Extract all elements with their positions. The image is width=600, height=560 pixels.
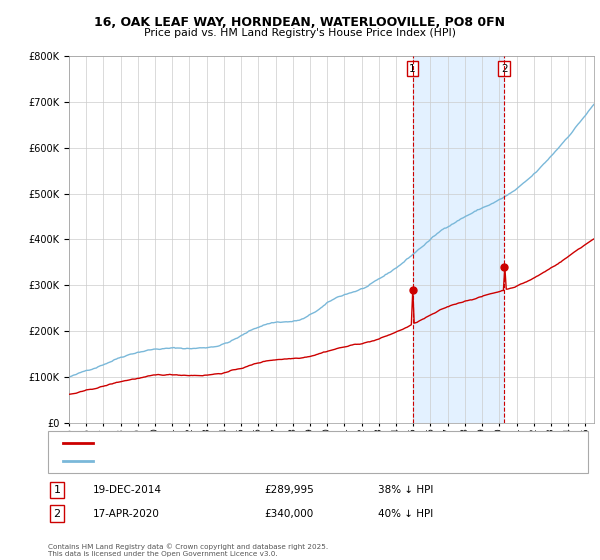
Text: Price paid vs. HM Land Registry's House Price Index (HPI): Price paid vs. HM Land Registry's House …	[144, 28, 456, 38]
Text: 38% ↓ HPI: 38% ↓ HPI	[378, 485, 433, 495]
Text: HPI: Average price, detached house, East Hampshire: HPI: Average price, detached house, East…	[99, 457, 350, 466]
Text: £340,000: £340,000	[264, 508, 313, 519]
Text: Contains HM Land Registry data © Crown copyright and database right 2025.
This d: Contains HM Land Registry data © Crown c…	[48, 544, 328, 557]
Text: 1: 1	[53, 485, 61, 495]
Text: 40% ↓ HPI: 40% ↓ HPI	[378, 508, 433, 519]
Text: 1: 1	[409, 64, 416, 74]
Text: 2: 2	[53, 508, 61, 519]
Text: 16, OAK LEAF WAY, HORNDEAN, WATERLOOVILLE, PO8 0FN: 16, OAK LEAF WAY, HORNDEAN, WATERLOOVILL…	[95, 16, 505, 29]
Text: 2: 2	[501, 64, 508, 74]
Text: 19-DEC-2014: 19-DEC-2014	[93, 485, 162, 495]
Text: 16, OAK LEAF WAY, HORNDEAN, WATERLOOVILLE, PO8 0FN (detached house): 16, OAK LEAF WAY, HORNDEAN, WATERLOOVILL…	[99, 438, 464, 447]
Bar	[413, 56, 505, 423]
Text: 17-APR-2020: 17-APR-2020	[93, 508, 160, 519]
Text: £289,995: £289,995	[264, 485, 314, 495]
